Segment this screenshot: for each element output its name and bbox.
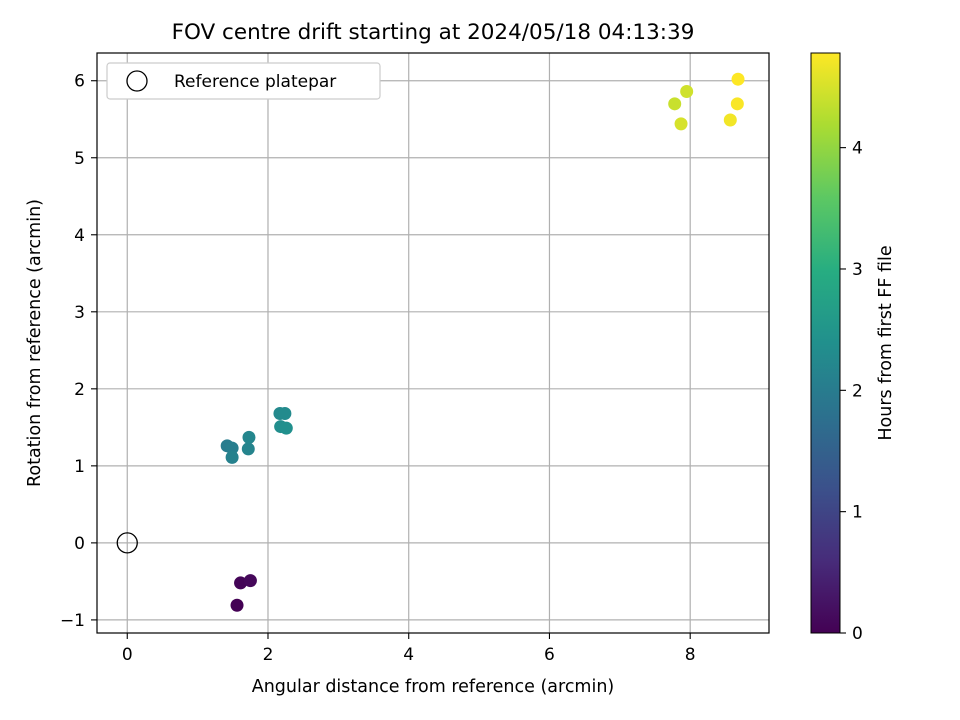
data-point	[731, 72, 745, 86]
data-point	[234, 576, 248, 590]
data-point	[279, 421, 293, 435]
y-tick-label: 5	[74, 149, 85, 169]
data-point	[243, 574, 257, 588]
colorbar-tick-label: 1	[852, 503, 863, 523]
colorbar-ticks: 0 1 2 3 4	[840, 139, 863, 644]
x-axis: 0 2 4 6 8	[122, 633, 696, 665]
y-tick-label: 0	[74, 534, 85, 554]
reference-marker	[116, 532, 138, 554]
data-point	[723, 113, 737, 127]
legend-label: Reference platepar	[174, 72, 336, 92]
data-point	[225, 441, 239, 455]
data-point	[668, 97, 682, 111]
y-tick-label: 3	[74, 303, 85, 323]
colorbar: 0 1 2 3 4 Hours from first FF file	[810, 52, 896, 644]
plot-grid	[97, 53, 769, 633]
x-tick-label: 0	[122, 645, 133, 665]
data-point	[242, 430, 256, 444]
plot-points	[116, 72, 745, 612]
colorbar-tick-label: 0	[852, 624, 863, 644]
legend-marker	[126, 70, 148, 92]
data-point	[225, 450, 239, 464]
x-tick-label: 6	[544, 645, 555, 665]
colorbar-tick-label: 2	[852, 381, 863, 401]
y-tick-label: 4	[74, 226, 85, 246]
chart-title: FOV centre drift starting at 2024/05/18 …	[172, 20, 695, 45]
colorbar-gradient	[810, 52, 841, 634]
data-point	[278, 406, 292, 420]
data-point	[674, 117, 688, 131]
colorbar-tick-label: 4	[852, 139, 863, 159]
x-axis-label: Angular distance from reference (arcmin)	[252, 677, 615, 697]
data-point	[680, 85, 694, 99]
x-tick-label: 2	[263, 645, 274, 665]
y-tick-label: 2	[74, 380, 85, 400]
y-tick-label: 6	[74, 72, 85, 92]
colorbar-label: Hours from first FF file	[876, 245, 896, 440]
plot-frame	[96, 52, 770, 634]
legend-box	[106, 62, 381, 100]
y-tick-label: −1	[60, 611, 85, 631]
data-point	[230, 598, 244, 612]
data-point	[241, 442, 255, 456]
y-axis-label: Rotation from reference (arcmin)	[25, 199, 45, 487]
y-tick-label: 1	[74, 457, 85, 477]
x-tick-label: 4	[403, 645, 414, 665]
colorbar-tick-label: 3	[852, 260, 863, 280]
data-point	[730, 97, 744, 111]
y-axis: −1 0 1 2 3 4 5 6	[60, 72, 97, 631]
legend: Reference platepar	[106, 62, 381, 100]
x-tick-label: 8	[685, 645, 696, 665]
